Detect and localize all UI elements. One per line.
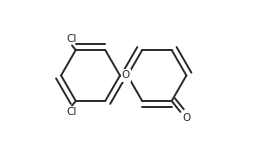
Text: Cl: Cl — [66, 34, 77, 44]
Text: Cl: Cl — [66, 107, 77, 117]
Text: O: O — [121, 71, 130, 80]
Text: O: O — [182, 113, 190, 123]
